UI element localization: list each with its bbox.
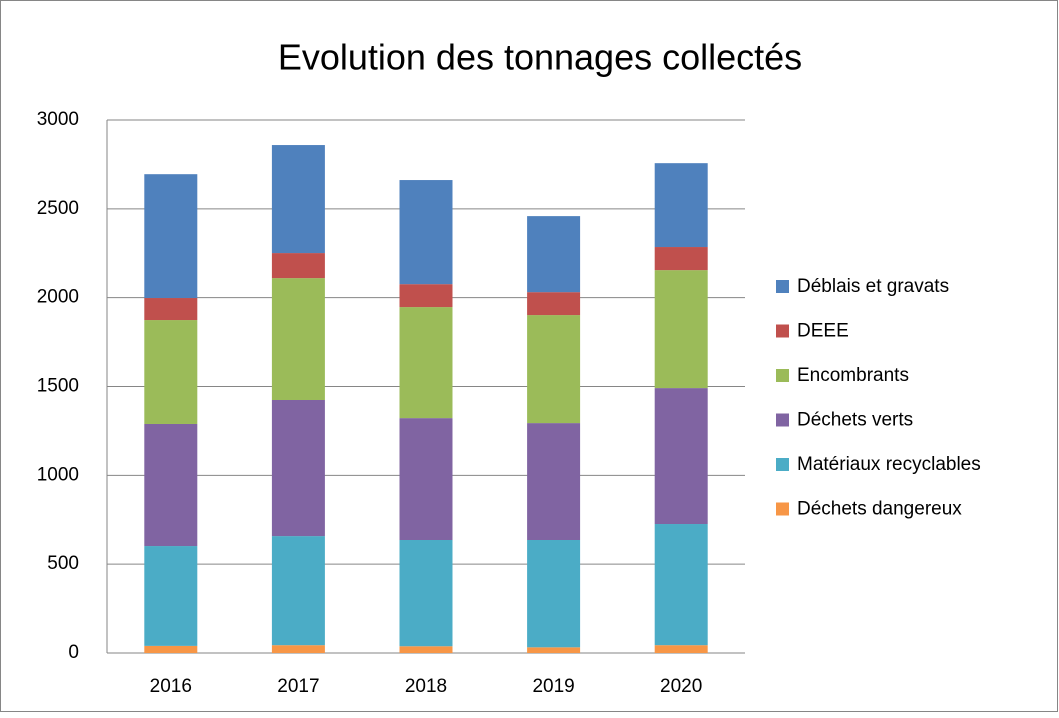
bar-segment bbox=[271, 145, 325, 254]
y-tick-label: 1000 bbox=[37, 464, 79, 485]
bar-segment bbox=[527, 540, 581, 648]
bar-segment bbox=[271, 536, 325, 646]
y-tick-label: 2000 bbox=[37, 287, 79, 308]
bar-segment bbox=[527, 216, 581, 293]
bar-segment bbox=[399, 646, 453, 653]
chart-title: Evolution des tonnages collectés bbox=[278, 37, 802, 78]
bar-segment bbox=[271, 278, 325, 401]
bar-segment bbox=[144, 423, 198, 547]
legend-label: Déchets verts bbox=[797, 410, 913, 431]
bar-segment bbox=[271, 645, 325, 653]
bar-segment bbox=[654, 645, 708, 653]
legend-swatch bbox=[776, 280, 789, 293]
legend-swatch bbox=[776, 324, 789, 338]
bar-segment bbox=[144, 645, 198, 653]
bar-segment bbox=[144, 320, 198, 424]
legend-label: Déchets dangereux bbox=[797, 499, 962, 520]
bar-segment bbox=[399, 307, 453, 419]
bar-segment bbox=[654, 247, 708, 271]
legend-label: DEEE bbox=[797, 321, 849, 342]
bar-segment bbox=[654, 270, 708, 389]
bar-segment bbox=[271, 400, 325, 537]
bar-segment bbox=[527, 292, 581, 316]
legend-swatch bbox=[776, 502, 789, 516]
legend-swatch bbox=[776, 458, 789, 471]
bar-segment bbox=[144, 298, 198, 321]
bar-segment bbox=[654, 524, 708, 646]
y-tick-label: 3000 bbox=[37, 109, 79, 130]
bar-segment bbox=[654, 388, 708, 525]
legend-swatch bbox=[776, 369, 789, 382]
bar-segment bbox=[399, 180, 453, 285]
bar-segment bbox=[527, 647, 581, 653]
x-tick-label: 2016 bbox=[150, 676, 192, 697]
y-tick-label: 0 bbox=[68, 642, 79, 663]
x-tick-label: 2020 bbox=[660, 676, 702, 697]
bar-segment bbox=[399, 418, 453, 541]
bar-segment bbox=[654, 163, 708, 248]
x-tick-label: 2018 bbox=[405, 676, 447, 697]
y-tick-label: 2500 bbox=[37, 198, 79, 219]
legend-label: Matériaux recyclables bbox=[797, 454, 981, 475]
bar-segment bbox=[144, 546, 198, 646]
legend-label: Déblais et gravats bbox=[797, 276, 949, 297]
x-tick-label: 2017 bbox=[277, 676, 319, 697]
bar-segment bbox=[399, 540, 453, 647]
legend-swatch bbox=[776, 413, 789, 427]
bar-segment bbox=[271, 253, 325, 279]
y-tick-label: 500 bbox=[47, 553, 79, 574]
legend-label: Encombrants bbox=[797, 365, 909, 386]
bar-segment bbox=[527, 423, 581, 541]
bar-segment bbox=[527, 315, 581, 424]
bar-segment bbox=[144, 174, 198, 299]
bar-segment bbox=[399, 284, 453, 308]
y-tick-label: 1500 bbox=[37, 376, 79, 397]
x-tick-label: 2019 bbox=[532, 676, 574, 697]
